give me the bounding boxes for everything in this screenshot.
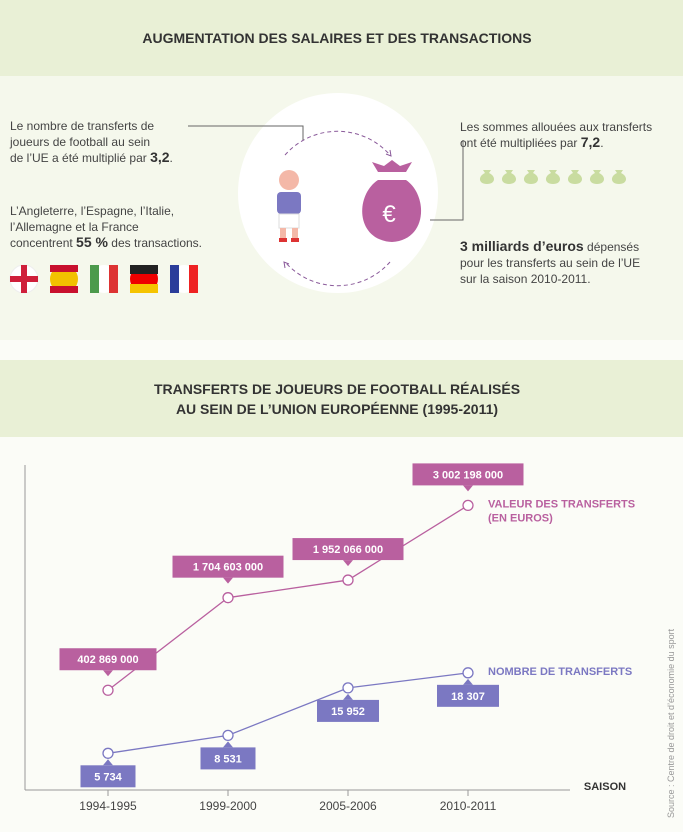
legend-line: (EN EUROS) (488, 512, 553, 524)
x-tick-label: 1999-2000 (199, 799, 257, 813)
x-tick-label: 1994-1995 (79, 799, 137, 813)
fact-highlight: 7,2 (581, 134, 601, 150)
point (102, 747, 114, 759)
legend-label: VALEUR DES TRANSFERTS (EN EUROS) (488, 498, 638, 524)
value-label: 3 002 198 000 (433, 469, 503, 481)
point (102, 684, 114, 696)
value-label: 1 952 066 000 (313, 544, 383, 556)
fact-text: dépensés (584, 240, 639, 254)
fact-text: . (600, 136, 603, 150)
value-label-box (317, 699, 379, 722)
fact-line: 3 milliards d’euros dépensés (460, 238, 639, 254)
value-label-pointer (223, 577, 233, 584)
fact-text: concentrent (10, 236, 76, 250)
fact-text: de l’UE a été multiplié par (10, 151, 150, 165)
small-bag (479, 170, 495, 184)
fact-line: l’Allemagne et la France (10, 220, 139, 234)
banner (0, 0, 683, 76)
value-label-pointer (343, 693, 353, 700)
small-bag (589, 170, 605, 184)
banner (0, 360, 683, 437)
value-label: 15 952 (331, 706, 365, 718)
fact-line: Le nombre de transferts de (10, 119, 154, 133)
point (342, 682, 354, 694)
arrow-head (283, 261, 290, 269)
arrow-head (385, 149, 392, 157)
fact-line: concentrent 55 % des transactions. (10, 234, 202, 250)
value-label-box (172, 555, 284, 578)
point (462, 667, 474, 679)
fact-highlight: 3 milliards d’euros (460, 238, 584, 254)
value-label-pointer (103, 759, 113, 766)
circle (238, 93, 438, 293)
flags (9, 264, 198, 294)
fact-text: des transactions. (108, 236, 202, 250)
value-label-box (437, 684, 499, 707)
small-bag (523, 170, 539, 184)
value-label-box (59, 648, 157, 671)
legend-label: NOMBRE DE TRANSFERTS (488, 666, 632, 678)
fact-line: pour les transferts au sein de l’UE (460, 256, 640, 270)
fact-text: . (170, 151, 173, 165)
x-axis-label: SAISON (584, 781, 626, 793)
point (342, 574, 354, 586)
x-tick-label: 2010-2011 (440, 799, 497, 813)
small-bag (501, 170, 517, 184)
x-tick-label: 2005-2006 (319, 799, 377, 813)
small-bag (611, 170, 627, 184)
value-label: 18 307 (451, 691, 485, 703)
fact-line: sur la saison 2010-2011. (460, 272, 591, 286)
value-label-pointer (463, 678, 473, 685)
fact-line: Les sommes allouées aux transferts (460, 120, 652, 134)
player-icon (277, 170, 301, 242)
fact-highlight: 3,2 (150, 149, 170, 165)
euro-symbol: € (382, 201, 396, 228)
arrow (284, 261, 391, 287)
value-label-pointer (223, 741, 233, 748)
line (107, 672, 469, 754)
money-bag-icon (362, 160, 422, 242)
header-title: AUGMENTATION DES SALAIRES ET DES TRANSAC… (142, 30, 531, 46)
value-label: 8 531 (214, 753, 242, 765)
value-label-box (80, 765, 136, 788)
connector (430, 140, 464, 221)
value-label: 5 734 (94, 771, 122, 783)
legend-line: VALEUR DES TRANSFERTS (488, 498, 638, 510)
value-label-pointer (103, 670, 113, 677)
value-label-box (292, 538, 404, 561)
fact-text: ont été multipliées par (460, 136, 581, 150)
arrow (284, 130, 391, 156)
fact-line: ont été multipliées par 7,2. (460, 134, 604, 150)
value-label: 1 704 603 000 (193, 562, 263, 574)
fact-line: joueurs de football au sein (9, 135, 150, 149)
connector (188, 125, 304, 140)
source: Source : Centre de droit et d’économie d… (666, 628, 676, 818)
fact-highlight: 55 % (76, 234, 108, 250)
small-bag (545, 170, 561, 184)
small-bag (567, 170, 583, 184)
small-bags (479, 170, 627, 184)
value-label-pointer (463, 485, 473, 492)
value-label-box (200, 747, 256, 770)
chart-title: AU SEIN DE L’UNION EUROPÉENNE (1995-2011… (176, 401, 498, 417)
fact-line: de l’UE a été multiplié par 3,2. (10, 149, 173, 165)
fact-line: L’Angleterre, l’Espagne, l’Italie, (10, 204, 174, 218)
point (222, 729, 234, 742)
value-label: 402 869 000 (77, 654, 138, 666)
value-label-box (412, 463, 524, 486)
point (462, 499, 474, 512)
line (107, 504, 469, 691)
chart-title: TRANSFERTS DE JOUEURS DE FOOTBALL RÉALIS… (154, 381, 520, 397)
point (222, 592, 234, 604)
value-label-pointer (343, 560, 353, 567)
